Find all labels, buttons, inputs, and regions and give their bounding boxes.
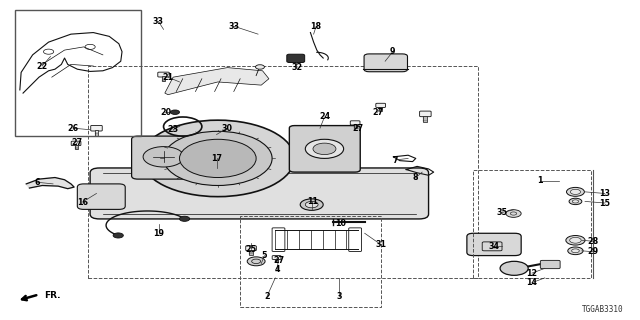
FancyBboxPatch shape [467, 233, 521, 256]
Text: 7: 7 [392, 156, 398, 164]
Bar [240, 216, 381, 307]
Text: 27: 27 [353, 124, 364, 132]
FancyBboxPatch shape [71, 141, 81, 146]
Circle shape [572, 200, 579, 203]
Bar [379, 107, 382, 111]
Text: 18: 18 [310, 22, 322, 31]
Text: 15: 15 [599, 198, 611, 207]
Text: 10: 10 [335, 219, 347, 228]
Text: 35: 35 [497, 208, 508, 217]
Circle shape [171, 110, 179, 115]
Text: 21: 21 [163, 73, 173, 82]
Text: 32: 32 [291, 63, 303, 72]
Circle shape [300, 199, 323, 210]
Bar [353, 124, 356, 128]
Text: 27: 27 [372, 108, 383, 117]
Text: 23: 23 [168, 125, 179, 134]
FancyBboxPatch shape [272, 256, 281, 260]
FancyBboxPatch shape [364, 54, 408, 72]
Circle shape [570, 189, 580, 195]
FancyBboxPatch shape [90, 168, 429, 219]
Circle shape [566, 188, 584, 196]
Text: 14: 14 [527, 278, 538, 287]
Circle shape [568, 247, 583, 255]
Text: 25: 25 [246, 245, 257, 254]
Circle shape [572, 249, 579, 253]
Polygon shape [165, 68, 269, 95]
Text: FR.: FR. [44, 291, 61, 300]
Circle shape [569, 198, 582, 204]
Circle shape [141, 120, 294, 197]
Text: 28: 28 [588, 237, 599, 246]
Text: 31: 31 [375, 240, 386, 249]
FancyBboxPatch shape [91, 125, 102, 131]
Bar [162, 76, 166, 81]
Circle shape [179, 139, 256, 178]
Text: 8: 8 [413, 173, 419, 182]
Text: 30: 30 [222, 124, 233, 132]
Circle shape [506, 210, 521, 217]
FancyBboxPatch shape [540, 260, 560, 269]
Circle shape [143, 147, 184, 167]
Bar [88, 66, 477, 278]
Text: 1: 1 [538, 176, 543, 185]
Text: 27: 27 [273, 256, 284, 265]
Text: 33: 33 [153, 17, 164, 26]
Text: 4: 4 [275, 265, 280, 275]
Circle shape [113, 233, 124, 238]
FancyBboxPatch shape [132, 136, 195, 179]
Circle shape [500, 261, 528, 275]
Text: 20: 20 [160, 108, 171, 117]
FancyBboxPatch shape [77, 184, 125, 209]
FancyBboxPatch shape [289, 125, 360, 172]
FancyBboxPatch shape [246, 246, 257, 251]
Text: 13: 13 [599, 189, 611, 198]
Text: 9: 9 [390, 47, 396, 56]
Bar [95, 130, 99, 136]
Circle shape [570, 237, 581, 243]
Circle shape [313, 143, 336, 155]
Text: 2: 2 [264, 292, 270, 301]
Text: TGGAB3310: TGGAB3310 [582, 305, 623, 314]
Text: 19: 19 [154, 229, 164, 238]
Circle shape [247, 257, 265, 266]
Text: 34: 34 [489, 242, 500, 251]
FancyBboxPatch shape [376, 103, 385, 108]
FancyBboxPatch shape [287, 54, 305, 62]
Text: 17: 17 [211, 154, 222, 163]
Circle shape [179, 216, 189, 221]
FancyBboxPatch shape [158, 72, 170, 77]
Circle shape [164, 131, 272, 186]
Bar [424, 116, 428, 122]
Text: 26: 26 [67, 124, 79, 132]
Text: 33: 33 [228, 22, 239, 31]
Text: 11: 11 [307, 197, 318, 206]
Bar [275, 259, 278, 262]
Text: 6: 6 [35, 178, 40, 187]
Circle shape [255, 65, 264, 69]
Text: 22: 22 [36, 61, 48, 70]
Bar [473, 170, 591, 278]
Text: 16: 16 [77, 197, 88, 206]
FancyBboxPatch shape [420, 111, 431, 117]
Text: 24: 24 [319, 113, 330, 122]
Circle shape [305, 201, 318, 208]
Text: 5: 5 [262, 251, 267, 260]
Bar [250, 250, 253, 255]
Circle shape [305, 139, 344, 158]
Polygon shape [26, 178, 74, 189]
Bar [74, 145, 77, 149]
FancyBboxPatch shape [350, 121, 360, 125]
Text: 29: 29 [588, 247, 599, 256]
Bar [15, 10, 141, 136]
Text: 3: 3 [337, 292, 342, 301]
FancyBboxPatch shape [482, 242, 502, 251]
Text: 27: 27 [72, 138, 83, 147]
Text: 12: 12 [527, 268, 538, 278]
Circle shape [566, 236, 585, 245]
